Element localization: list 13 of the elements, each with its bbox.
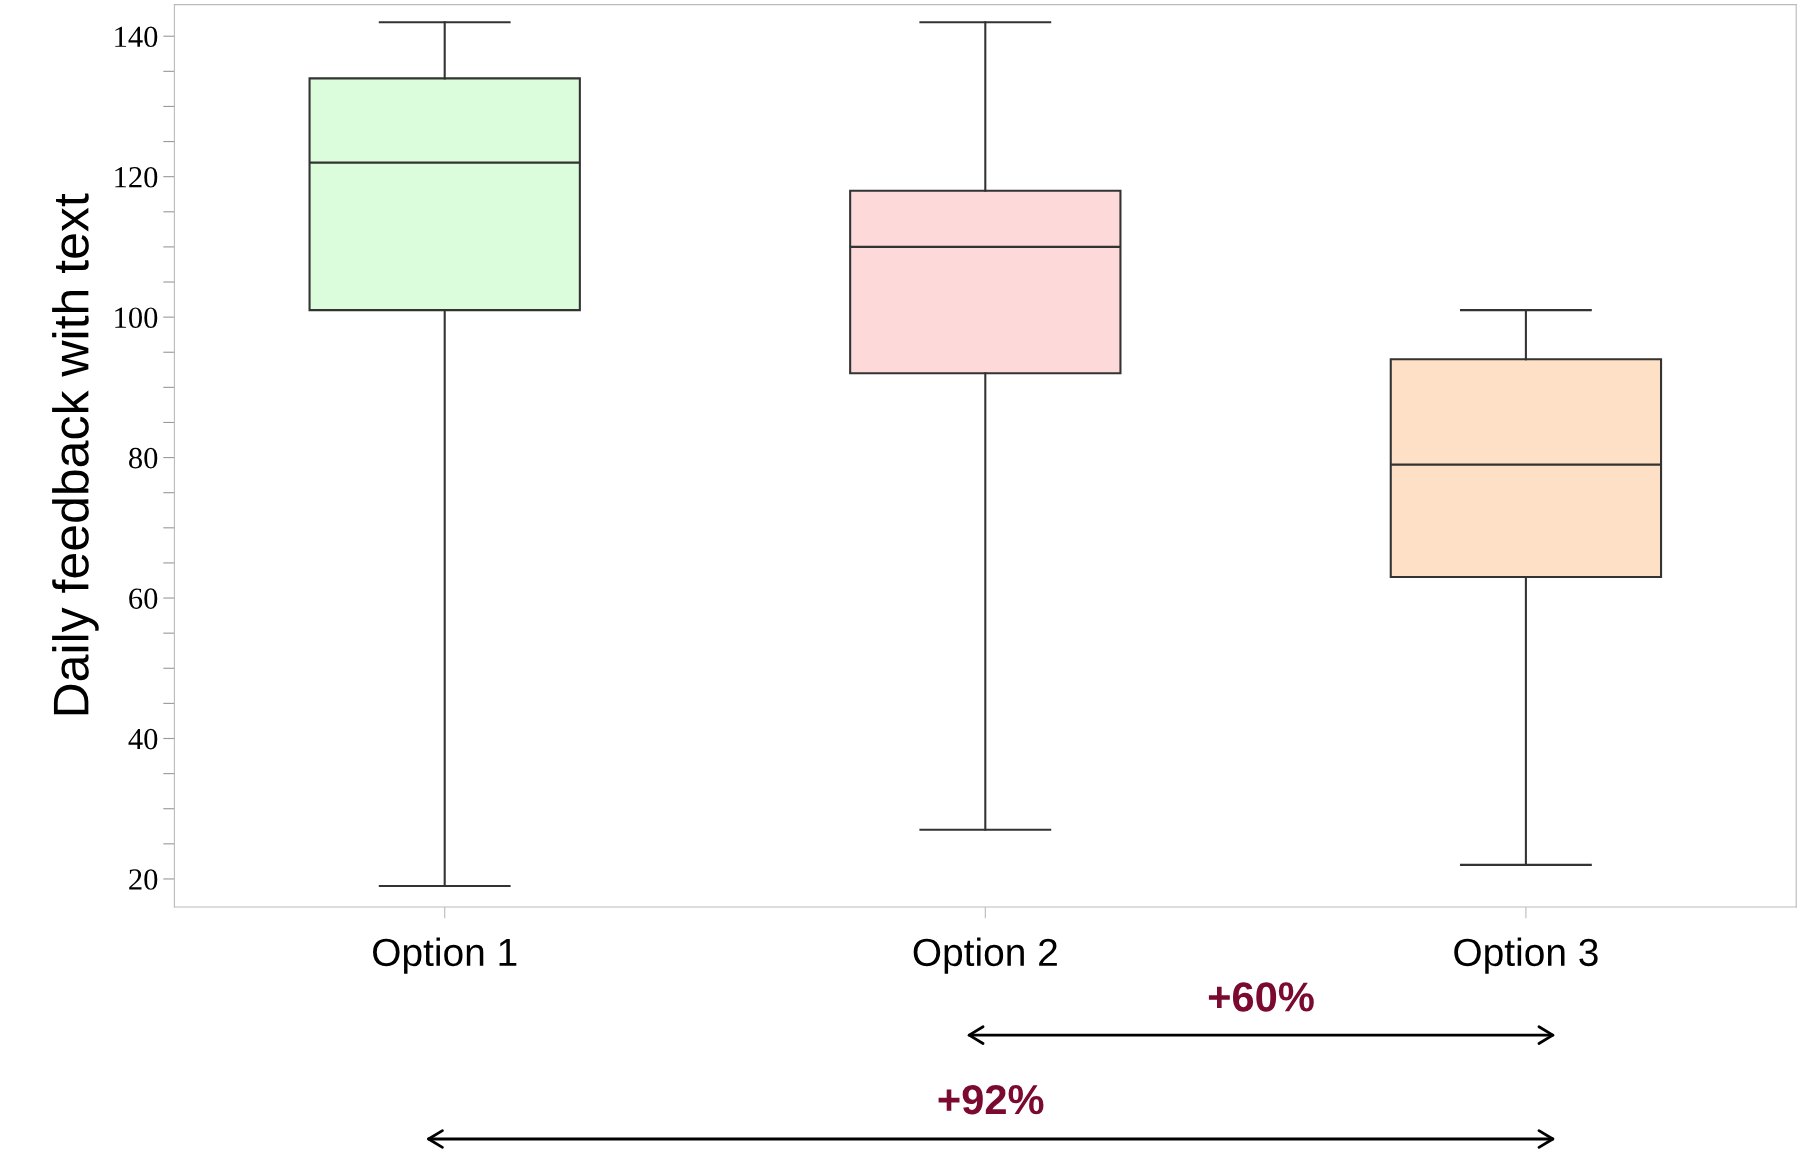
x-tick-label: Option 3 <box>1454 937 1598 974</box>
y-tick-label: 100 <box>115 307 158 329</box>
y-tick-label: 20 <box>129 869 158 890</box>
y-tick-label: 120 <box>115 166 158 188</box>
x-tick-label: Option 2 <box>913 937 1057 974</box>
y-tick-label: 80 <box>129 447 158 469</box>
text: +60% <box>1208 982 1314 1012</box>
x-tick-label: Option 1 <box>373 937 517 974</box>
y-tick-label: 140 <box>115 26 158 48</box>
y-axis-title: Daily feedback with text <box>52 193 99 715</box>
y-tick-label: 40 <box>128 728 158 750</box>
text: +92% <box>938 1084 1044 1115</box>
y-tick-label: 60 <box>129 588 158 609</box>
